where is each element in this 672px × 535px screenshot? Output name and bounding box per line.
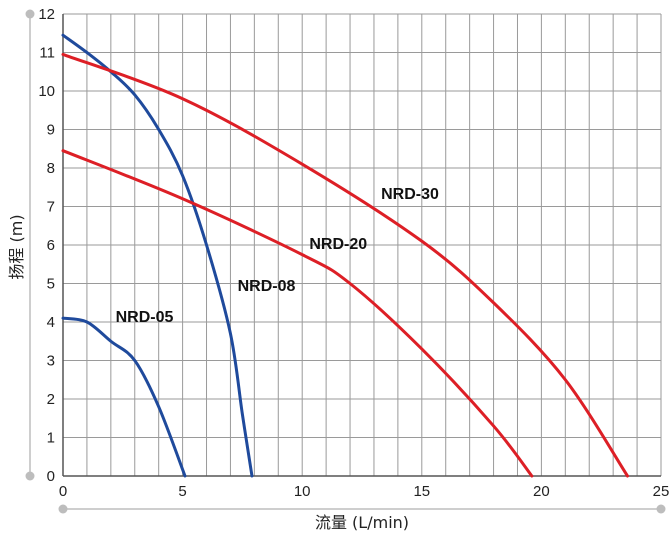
y-tick-label: 4 — [47, 314, 55, 331]
series-label-nrd-30: NRD-30 — [381, 186, 439, 203]
y-tick-label: 2 — [47, 391, 55, 408]
series-line-nrd-30 — [61, 52, 630, 478]
x-axis-rail-right-dot — [656, 504, 666, 514]
y-tick-label: 1 — [47, 430, 55, 447]
y-tick-label: 3 — [47, 353, 55, 370]
x-tick-label: 0 — [59, 483, 67, 500]
y-tick-label: 6 — [47, 237, 55, 254]
y-tick-label: 11 — [39, 45, 55, 62]
y-tick-label: 5 — [47, 276, 55, 293]
grid — [63, 13, 661, 476]
series-line-nrd-08 — [61, 33, 254, 478]
y-tick-label: 12 — [38, 6, 55, 23]
series-label-nrd-05: NRD-05 — [116, 309, 174, 326]
x-tick-label: 20 — [533, 483, 550, 500]
x-axis-title: 流量 (L/min) — [315, 513, 409, 532]
series-label-nrd-08: NRD-08 — [238, 278, 296, 295]
x-tick-label: 5 — [178, 483, 186, 500]
series-labels: NRD-05 NRD-08 NRD-20 NRD-30 — [116, 186, 439, 326]
y-axis-title: 扬程 (m) — [7, 214, 26, 279]
series-line-nrd-05 — [61, 316, 187, 478]
x-axis-rail-left-dot — [58, 504, 68, 514]
x-tick-label: 25 — [653, 483, 670, 500]
x-tick-label: 15 — [413, 483, 430, 500]
y-tick-label: 9 — [47, 122, 55, 139]
y-tick-label: 8 — [47, 160, 55, 177]
x-tick-label: 10 — [294, 483, 311, 500]
series-label-nrd-20: NRD-20 — [309, 236, 367, 253]
series-group — [61, 33, 630, 478]
y-axis-rail-top-dot — [25, 9, 35, 19]
series-line-nrd-20 — [61, 149, 534, 478]
y-tick-label: 7 — [47, 199, 55, 216]
chart-frame — [25, 9, 666, 514]
y-tick-label: 0 — [47, 468, 55, 485]
y-axis-rail-bottom-dot — [25, 471, 35, 481]
y-tick-label: 10 — [38, 83, 55, 100]
